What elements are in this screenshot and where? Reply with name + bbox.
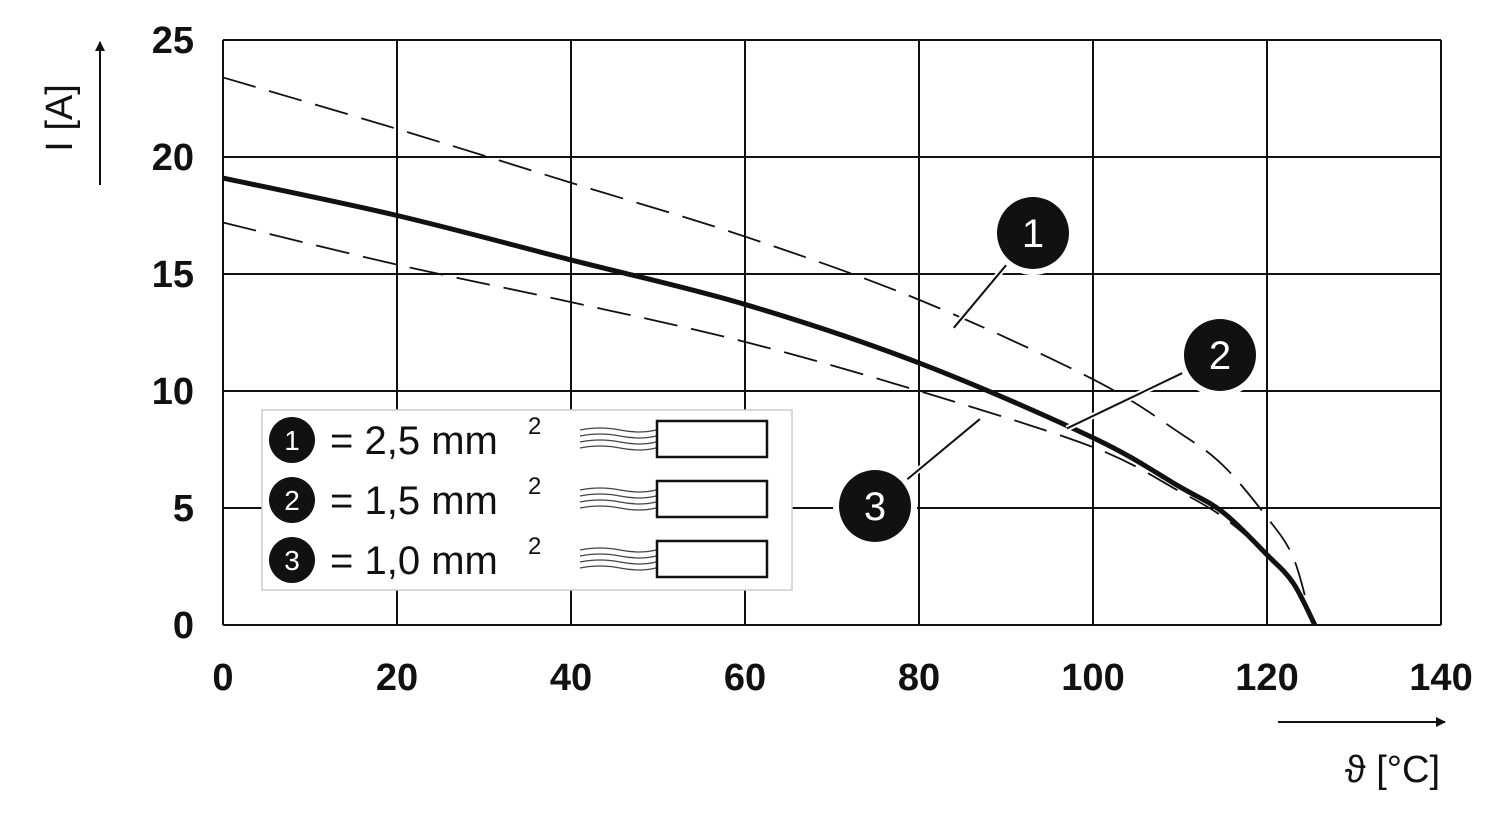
legend-badge-2 [269,477,315,523]
callout-badge-3 [839,470,911,542]
legend-badge-3-label: 3 [284,545,300,576]
callout-leader-2 [1066,371,1185,430]
legend-item-1-text: = 2,5 mm [330,419,498,463]
y-tick-label-3: 15 [152,254,194,296]
callout-badge-label-1: 1 [1022,212,1044,256]
y-tick-label-0: 0 [173,605,194,647]
legend-item-2: 2 = 1,5 mm 2 [269,473,769,523]
legend-item-2-sup: 2 [528,473,541,500]
y-tick-label-4: 20 [152,137,194,179]
callout-leader-3 [905,418,981,482]
callouts: 1 2 3 [833,191,1262,548]
y-axis-title: I [A] [39,84,81,152]
legend: 1 = 2,5 mm 2 2 = 1,5 mm 2 3 = 1,0 mm 2 [261,409,793,591]
legend-badge-1-label: 1 [284,425,300,456]
callout-leader-1 [953,263,1009,329]
legend-badge-1 [269,417,315,463]
legend-badge-3 [269,537,315,583]
legend-item-3-sup: 2 [528,533,541,560]
y-tick-label-1: 5 [173,488,194,530]
y-tick-label-5: 25 [152,20,194,62]
series-line-1 [222,76,1312,619]
series-group [222,76,1318,627]
y-tick-label-2: 10 [152,371,194,413]
y-axis-ticks: 0 5 10 15 20 25 [152,20,194,647]
x-tick-label-5: 100 [1061,657,1124,699]
x-tick-label-1: 20 [376,657,418,699]
legend-item-3-text: = 1,0 mm [330,539,498,583]
series-line-2 [222,175,1318,627]
grid [222,39,1442,626]
x-axis-ticks: 0 20 40 60 80 100 120 140 [212,657,1472,699]
x-tick-label-2: 40 [550,657,592,699]
legend-item-3: 3 = 1,0 mm 2 [269,533,769,583]
x-tick-label-4: 80 [898,657,940,699]
x-tick-label-0: 0 [212,657,233,699]
x-tick-label-7: 140 [1409,657,1472,699]
series-line-3 [222,221,1312,619]
callout-badge-label-2: 2 [1209,334,1231,378]
legend-item-2-text: = 1,5 mm [330,479,498,523]
legend-badge-2-label: 2 [284,485,300,516]
legend-item-1: 1 = 2,5 mm 2 [269,413,769,463]
legend-item-1-sup: 2 [528,413,541,440]
wire-icon [579,539,769,579]
x-axis-title: ϑ [°C] [1345,749,1440,791]
x-tick-label-3: 60 [724,657,766,699]
x-axis-title-group: ϑ [°C] [1278,717,1446,791]
x-tick-label-6: 120 [1235,657,1298,699]
y-axis-title-group: I [A] [39,41,105,185]
wire-icon [579,419,769,459]
callout-badge-1 [997,197,1069,269]
wire-icon [579,479,769,519]
callout-badge-2 [1184,319,1256,391]
callout-badge-label-3: 3 [864,485,886,529]
